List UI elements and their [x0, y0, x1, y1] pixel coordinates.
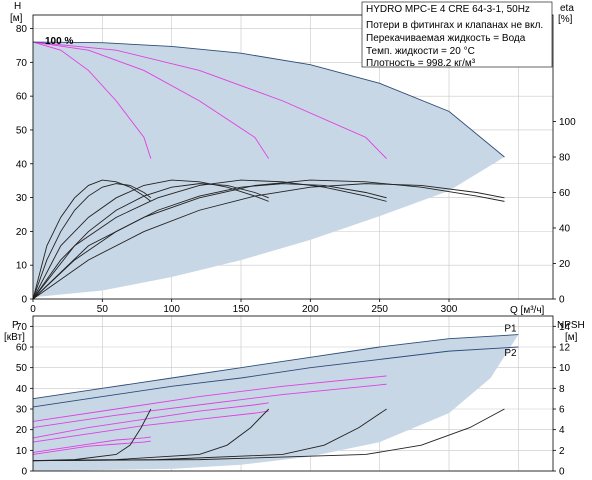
efficiency-curve [32, 179, 505, 300]
top-right-axis-title: eta [560, 3, 574, 14]
tick-label-x: 200 [302, 304, 319, 315]
top-left-axis-title: H [14, 1, 21, 12]
head-curve [32, 41, 387, 160]
top-left-axis-unit: [м] [10, 13, 23, 24]
tick-label-right: 10 [559, 363, 571, 374]
tick-label-right: 80 [559, 153, 571, 164]
tick-label-x: 100 [163, 304, 180, 315]
efficiency-curve [32, 179, 387, 300]
info-box-frame [361, 1, 553, 68]
tick-label-x: 0 [30, 304, 36, 315]
tick-label-right: 60 [559, 188, 571, 199]
info-line: Перекачиваемая жидкость = Вода [366, 33, 526, 44]
power-curve [32, 402, 269, 439]
tick-label-right: 2 [559, 446, 565, 457]
series-label: P1 [504, 324, 517, 335]
power-curve [32, 410, 269, 443]
efficiency-curve [32, 179, 152, 300]
power-curve [32, 375, 387, 422]
power-curve [32, 440, 151, 455]
bottom-plot-axes: 0 10 20 30 40 50 60 70 0 2 4 6 8 10 12 14 [16, 315, 571, 478]
info-box: HYDRO MPC-E 4 CRE 64-3-1, 50Hz Потери в … [361, 1, 553, 69]
series-label: P2 [504, 348, 517, 359]
npsh-curve [32, 408, 505, 462]
tick-label-x: 250 [371, 304, 388, 315]
info-line: Потери в фитингах и клапанах не вкл. [366, 19, 543, 31]
operating-range-envelope [33, 334, 519, 471]
power-curve-p1 [32, 334, 519, 400]
tick-label-left: 0 [21, 295, 27, 306]
bottom-plot-area: P1 P2 [32, 324, 519, 471]
efficiency-curve [32, 183, 505, 300]
info-line: Плотность = 998.2 кг/м³ [366, 58, 476, 69]
tick-label-left: 20 [16, 227, 28, 238]
plot-frame [32, 315, 554, 472]
tick-label-x: 300 [441, 304, 458, 315]
tick-label-right: 8 [559, 384, 565, 395]
head-curve [32, 41, 270, 159]
head-curve [32, 41, 152, 159]
tick-label-left: 30 [16, 405, 28, 416]
tick-label-right: 40 [559, 224, 571, 235]
tick-label-right: 20 [559, 259, 571, 270]
tick-label-left: 60 [16, 92, 28, 103]
bottom-right-axis-unit: [м] [565, 332, 578, 343]
tick-label-left: 10 [16, 446, 28, 457]
tick-label-right: 100 [559, 117, 576, 128]
tick-label-left: 20 [16, 425, 28, 436]
tick-label-left: 50 [16, 125, 28, 136]
top-x-axis-title: Q [м³/ч] [510, 305, 545, 316]
bottom-left-axis-unit: [кВт] [4, 332, 25, 343]
tick-label-left: 40 [16, 384, 28, 395]
power-curve-p2 [32, 346, 519, 408]
tick-label-left: 50 [16, 363, 28, 374]
operating-range-envelope [33, 42, 505, 298]
tick-label-left: 60 [16, 343, 28, 354]
tick-label-left: 80 [16, 24, 28, 35]
info-title: HYDRO MPC-E 4 CRE 64-3-1, 50Hz [366, 4, 530, 15]
bottom-right-axis-title: NPSH [557, 320, 585, 331]
efficiency-curve [32, 179, 269, 300]
info-line: Темп. жидкости = 20 °C [366, 46, 475, 57]
tick-label-left: 0 [21, 467, 27, 478]
tick-label-right: 14 [559, 322, 571, 333]
tick-label-x: 50 [97, 304, 109, 315]
tick-label-right: 6 [559, 405, 565, 416]
tick-label-right: 4 [559, 425, 565, 436]
tick-label-right: 0 [559, 295, 565, 306]
tick-label-right: 0 [559, 467, 565, 478]
top-plot-area [32, 41, 505, 300]
bottom-left-axis-title: P [12, 320, 19, 331]
power-curve [32, 383, 387, 429]
top-right-axis-unit: [%] [558, 14, 573, 25]
max-head-curve [32, 41, 505, 158]
tick-label-right: 12 [559, 343, 571, 354]
top-plot-axes: 0 10 20 30 40 50 60 70 80 0 20 40 60 80 100 0 50 100 150 20… [16, 14, 576, 315]
tick-label-left: 30 [16, 193, 28, 204]
power-curve [32, 436, 151, 453]
tick-label-left: 70 [16, 58, 28, 69]
tick-label-left: 10 [16, 261, 28, 272]
tick-label-x: 150 [233, 304, 250, 315]
tick-label-left: 40 [16, 159, 28, 170]
tick-label-left: 70 [16, 322, 28, 333]
efficiency-curve [32, 183, 387, 300]
annotation-100-percent: 100 % [45, 36, 73, 47]
